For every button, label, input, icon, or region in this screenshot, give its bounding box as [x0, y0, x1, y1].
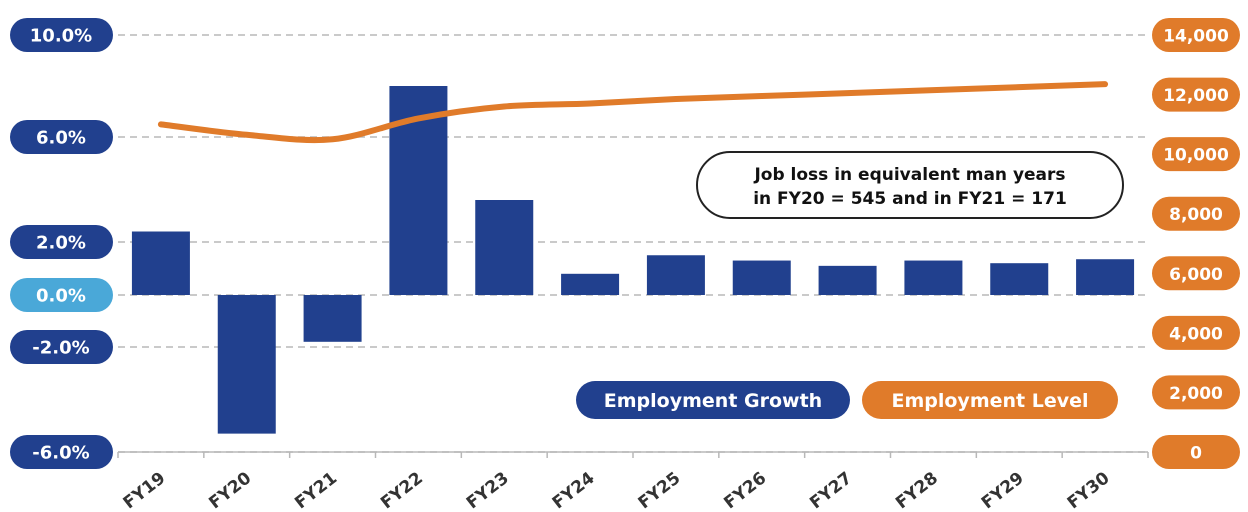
right-tick-label: 2,000	[1169, 384, 1223, 404]
left-tick-pill	[10, 18, 113, 52]
right-tick-label: 6,000	[1169, 265, 1223, 285]
left-tick-label: 0.0%	[36, 286, 86, 307]
x-tick-label: FY21	[291, 468, 341, 512]
legend-level-label: Employment Level	[891, 390, 1088, 412]
left-tick-pill	[10, 225, 113, 259]
x-tick-label: FY24	[549, 468, 599, 512]
bar-fy19	[131, 231, 190, 295]
left-tick-pill	[10, 120, 113, 154]
x-tick-label: FY27	[806, 468, 856, 512]
x-tick-label: FY22	[377, 468, 427, 512]
employment-level-line	[157, 81, 1109, 144]
x-tick-label: FY26	[720, 468, 770, 512]
x-tick-label: FY29	[978, 468, 1028, 512]
legend-growth-pill	[576, 381, 850, 419]
left-tick-pill	[10, 330, 113, 364]
bar-fy30	[1076, 259, 1135, 295]
left-tick-label: 2.0%	[36, 233, 86, 254]
x-tick-label: FY30	[1064, 468, 1114, 512]
left-tick-pill	[10, 435, 113, 469]
bar-fy28	[904, 260, 963, 295]
x-tick-label: FY25	[635, 468, 685, 512]
annotation-line-1: Job loss in equivalent man years	[753, 165, 1065, 185]
right-tick-pill	[1152, 18, 1240, 52]
line-series	[157, 81, 1109, 144]
right-tick-pill	[1152, 315, 1240, 350]
left-tick-label: -2.0%	[32, 338, 89, 359]
x-tick-label: FY20	[205, 468, 255, 512]
right-tick-pill	[1152, 77, 1240, 112]
right-tick-pill	[1152, 256, 1240, 291]
left-axis: 10.0% 6.0% 2.0% 0.0% -2.0% -6.0%	[10, 18, 113, 469]
x-axis: FY19 FY20 FY21 FY22 FY23 FY24 FY25 FY26 FY27 FY28…	[120, 468, 1114, 512]
bar-fy26	[732, 260, 791, 295]
right-tick-label: 14,000	[1163, 27, 1229, 47]
legend-growth-label: Employment Growth	[604, 390, 822, 412]
right-tick-pill	[1152, 435, 1240, 469]
right-tick-pill	[1152, 375, 1240, 410]
bar-fy27	[818, 265, 877, 295]
right-tick-label: 4,000	[1169, 324, 1223, 344]
bar-fy21	[303, 295, 362, 342]
bar-fy29	[990, 263, 1049, 295]
bar-fy20	[217, 295, 276, 434]
legend: Employment Growth Employment Level	[576, 381, 1118, 419]
left-tick-label: 6.0%	[36, 128, 86, 149]
x-tick-label: FY28	[892, 468, 942, 512]
x-tick-label: FY19	[120, 468, 170, 512]
left-tick-label: 10.0%	[30, 26, 92, 47]
right-axis: 0 2,000 4,000 6,000 8,000 10,000 12,000 14,000	[1152, 18, 1240, 469]
annotation-line-2: in FY20 = 545 and in FY21 = 171	[753, 189, 1067, 209]
right-tick-label: 10,000	[1163, 146, 1229, 166]
left-tick-label: -6.0%	[32, 443, 89, 464]
bar-fy24	[561, 273, 620, 295]
right-tick-label: 12,000	[1163, 86, 1229, 106]
left-tick-pill	[10, 278, 113, 312]
legend-level-pill	[862, 381, 1118, 419]
x-tick-label: FY23	[463, 468, 513, 512]
right-tick-label: 0	[1190, 444, 1202, 464]
annotation-box: Job loss in equivalent man years in FY20…	[696, 151, 1124, 219]
right-tick-pill	[1152, 137, 1240, 172]
right-tick-label: 8,000	[1169, 205, 1223, 225]
right-tick-pill	[1152, 196, 1240, 231]
bar-fy25	[646, 255, 705, 295]
bar-fy23	[475, 200, 534, 295]
bars	[131, 86, 1135, 434]
